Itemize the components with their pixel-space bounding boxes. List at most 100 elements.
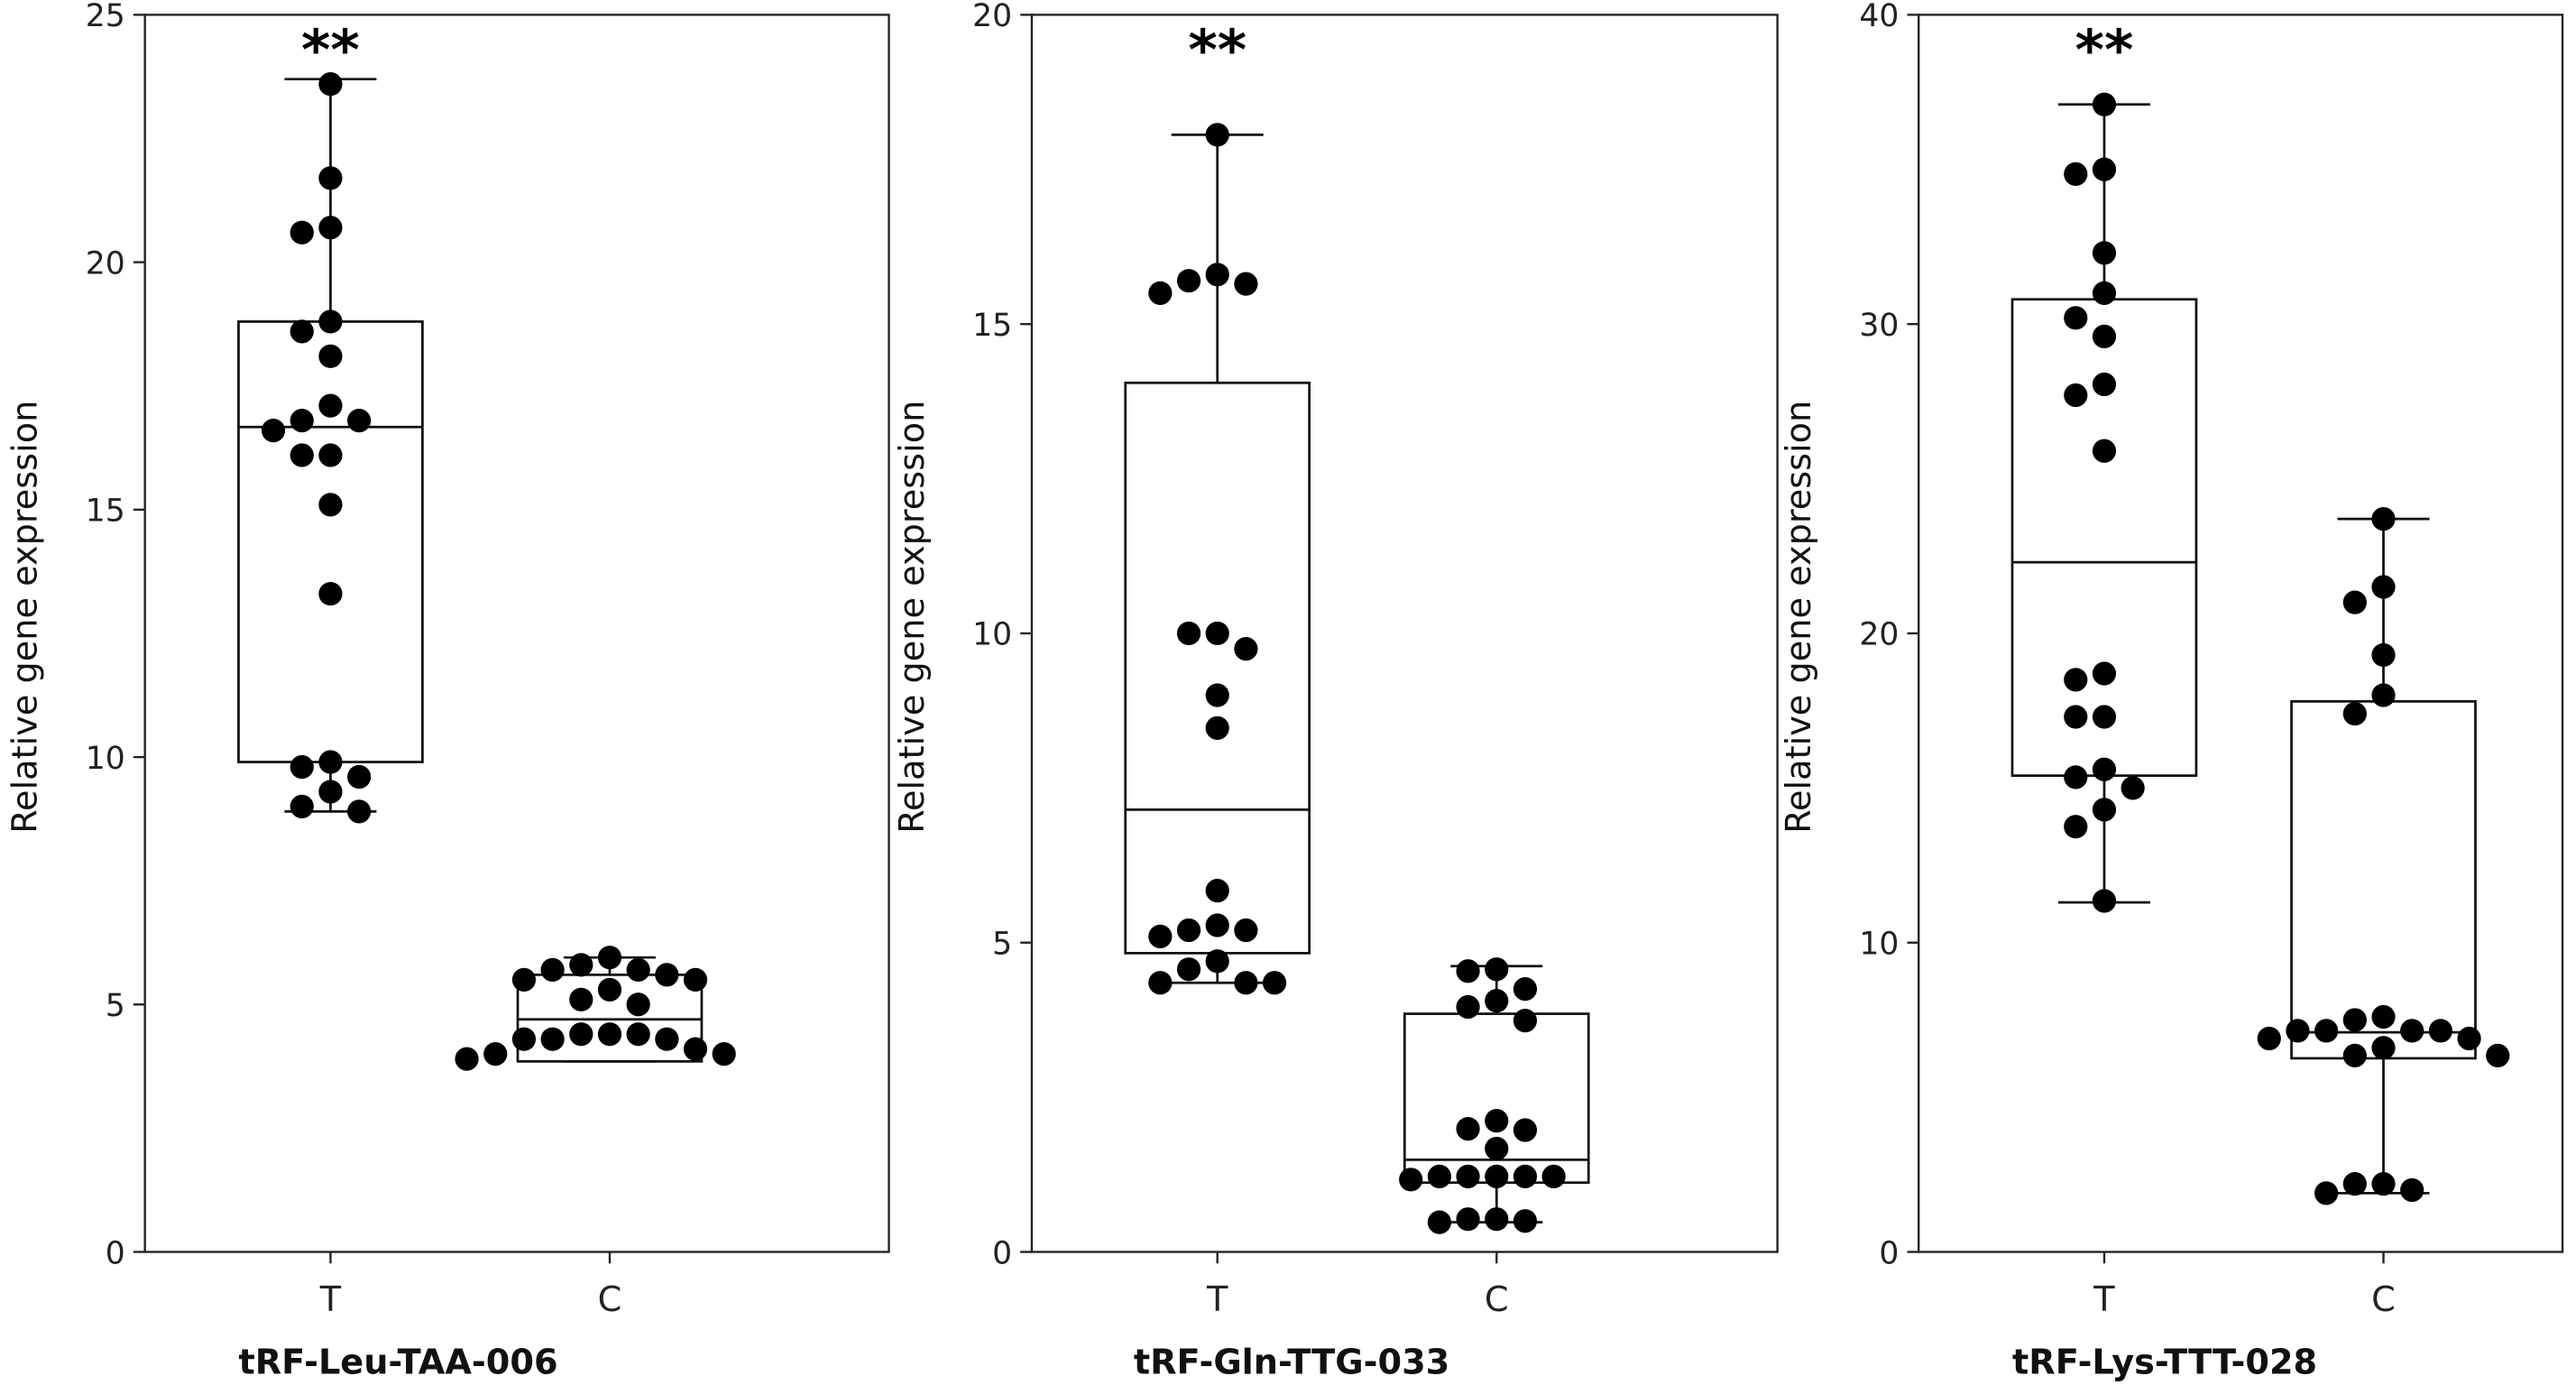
box-iqr: [2290, 699, 2477, 1060]
data-point: [1176, 269, 1201, 293]
panel-2: 0 5 10 15 20 Relative gene expression T CtRF-Gl…: [893, 0, 1779, 1382]
group-C: [455, 946, 736, 1071]
y-tick-label: 20: [86, 245, 125, 282]
group-C: [2257, 507, 2510, 1205]
y-tick-label: 20: [972, 0, 1012, 34]
data-point: [597, 977, 622, 1002]
panel-3: 0 10 20 30 40 Relative gene expression T CtRF-L…: [1780, 0, 2564, 1382]
data-point: [2371, 507, 2396, 531]
data-point: [2314, 1019, 2339, 1043]
data-point: [2342, 590, 2367, 614]
y-tick-label: 15: [972, 308, 1012, 344]
data-point: [1205, 716, 1229, 740]
data-point: [626, 1022, 650, 1047]
data-point: [2092, 798, 2117, 822]
data-point: [1234, 918, 1258, 943]
x-tick-label: T: [319, 1280, 342, 1320]
y-axis-label: Relative gene expression: [893, 401, 933, 834]
data-point: [318, 166, 343, 190]
data-point: [1513, 1008, 1538, 1033]
data-point: [2092, 661, 2117, 686]
plot-frame: [143, 14, 890, 1253]
data-point: [2371, 1036, 2396, 1060]
y-tick-label: 5: [106, 988, 125, 1024]
data-point: [569, 1022, 593, 1047]
data-point: [455, 1047, 479, 1071]
data-point: [626, 993, 650, 1017]
y-tick-label: 15: [86, 494, 125, 530]
data-point: [655, 1027, 679, 1051]
data-point: [1485, 1207, 1509, 1232]
data-point: [1456, 1116, 1480, 1141]
group-C: [1399, 957, 1590, 1234]
data-point: [290, 409, 314, 433]
data-point: [290, 754, 314, 780]
y-tick-label: 25: [86, 0, 125, 34]
y-axis-label: Relative gene expression: [5, 401, 45, 834]
y-tick-label: 20: [1859, 617, 1899, 653]
plot-frame: [1918, 14, 2564, 1253]
data-point: [2092, 757, 2117, 781]
data-point: [1205, 263, 1229, 287]
data-point: [2092, 372, 2117, 397]
data-point: [318, 393, 343, 418]
data-point: [2314, 1181, 2339, 1205]
data-point: [597, 1022, 622, 1047]
data-point: [540, 1027, 565, 1051]
x-tick-label: C: [2371, 1280, 2396, 1320]
data-point: [1456, 959, 1480, 983]
data-point: [2457, 1026, 2481, 1051]
data-point: [712, 1042, 736, 1066]
data-point: [2286, 1019, 2310, 1043]
y-tick-label: 10: [972, 617, 1012, 653]
data-point: [2257, 1026, 2281, 1051]
data-point: [511, 967, 537, 992]
chart-title: tRF-Leu-TAA-006: [238, 1343, 557, 1382]
data-point: [1176, 918, 1201, 943]
data-point: [2064, 765, 2088, 789]
y-tick-label: 10: [86, 741, 125, 777]
data-point: [318, 493, 343, 517]
data-point: [2064, 383, 2088, 408]
data-point: [2092, 157, 2117, 181]
data-point: [1205, 621, 1229, 646]
box-iqr: [1124, 381, 1311, 955]
data-point: [2064, 668, 2088, 692]
data-point: [318, 216, 343, 240]
data-point: [1234, 272, 1258, 296]
x-tick-label: T: [2093, 1280, 2115, 1320]
data-point: [1262, 971, 1287, 995]
data-point: [290, 443, 314, 467]
data-point: [2342, 1171, 2367, 1196]
data-point: [2092, 92, 2117, 116]
data-point: [318, 344, 343, 368]
chart-title: tRF-Lys-TTT-028: [2012, 1343, 2317, 1382]
x-tick-label: T: [1206, 1280, 1228, 1320]
y-tick-label: 0: [1879, 1235, 1899, 1271]
y-tick-label: 5: [992, 926, 1012, 962]
data-point: [483, 1042, 508, 1066]
y-axis-label: Relative gene expression: [1780, 401, 1819, 834]
data-point: [1148, 281, 1173, 306]
chart-title: tRF-Gln-TTG-033: [1134, 1343, 1449, 1382]
data-point: [1513, 1209, 1538, 1233]
data-point: [1513, 1118, 1538, 1142]
y-tick-label: 40: [1859, 0, 1899, 34]
data-point: [1176, 957, 1201, 982]
y-tick-label: 0: [992, 1235, 1012, 1271]
data-point: [2092, 705, 2117, 729]
data-point: [1234, 636, 1258, 661]
data-point: [1485, 989, 1509, 1013]
data-point: [2092, 889, 2117, 913]
y-tick-label: 10: [1859, 926, 1899, 962]
data-point: [2371, 575, 2396, 599]
data-point: [683, 967, 708, 992]
data-point: [290, 319, 314, 344]
data-point: [318, 309, 343, 334]
data-point: [1456, 1207, 1480, 1232]
group-T: [1124, 123, 1311, 995]
x-tick-label: C: [1485, 1280, 1509, 1320]
data-point: [1205, 123, 1229, 147]
data-point: [1148, 924, 1173, 948]
